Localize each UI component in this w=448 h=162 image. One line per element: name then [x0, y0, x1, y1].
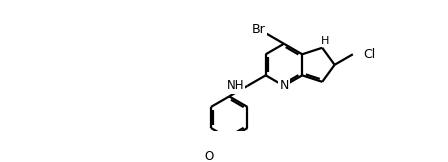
Text: N: N — [279, 79, 289, 92]
Text: H: H — [321, 36, 330, 46]
Text: NH: NH — [227, 79, 244, 92]
Text: Br: Br — [251, 23, 265, 36]
Text: O: O — [205, 150, 214, 162]
Text: Cl: Cl — [363, 48, 375, 61]
